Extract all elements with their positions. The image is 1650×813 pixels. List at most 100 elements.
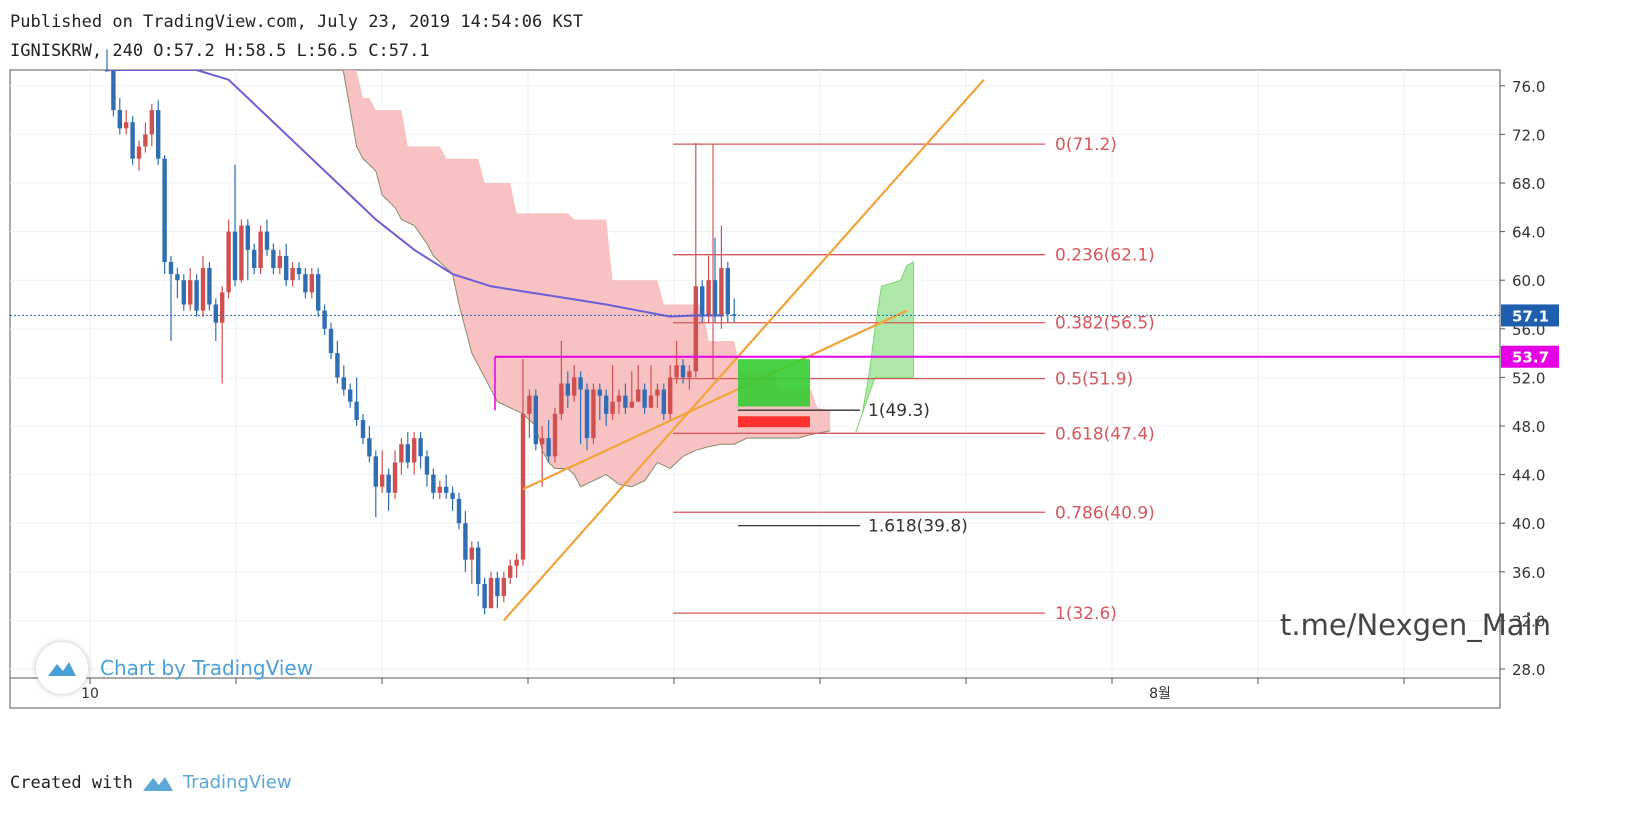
candle-body [412, 438, 417, 463]
candle-body [194, 280, 199, 311]
candle-body [680, 365, 686, 378]
y-tick-label: 60.0 [1512, 272, 1545, 290]
candle-body [450, 492, 455, 499]
y-tick-label: 64.0 [1512, 224, 1545, 242]
candle-body [693, 286, 698, 372]
candle-body [610, 401, 615, 414]
candle-body [168, 261, 174, 275]
y-tick-label: 40.0 [1512, 515, 1545, 533]
candle-body [181, 280, 186, 305]
watermark: t.me/Nexgen_Main [1280, 608, 1551, 642]
candle-body [706, 280, 711, 317]
extension-label: 1.618(39.8) [868, 517, 968, 537]
fib-level-label: 1(32.6) [1055, 604, 1117, 624]
y-tick-label: 44.0 [1512, 467, 1545, 485]
last-price-tag [1501, 304, 1559, 327]
trendlines [502, 78, 985, 622]
candle-body [482, 583, 487, 609]
candle-body [552, 413, 558, 457]
candle-body [245, 225, 250, 250]
candle-body [520, 413, 526, 560]
candle-body [117, 110, 122, 129]
cloud-area [342, 70, 831, 487]
footer: Created with TradingView [10, 772, 292, 793]
candle-body [514, 559, 519, 566]
candle-body [424, 456, 430, 475]
candle-body [399, 444, 404, 463]
candle-body [136, 146, 142, 159]
candle-body [623, 395, 628, 408]
y-tick-label: 68.0 [1512, 175, 1545, 193]
y-tick-label: 76.0 [1512, 78, 1545, 96]
fib-level-label: 0(71.2) [1055, 135, 1117, 155]
chart-by-badge[interactable]: Chart by TradingView [36, 642, 313, 694]
candle-body [258, 231, 263, 269]
axes: 28.032.036.040.044.048.052.056.060.064.0… [9, 70, 1559, 709]
candle-body [546, 438, 551, 457]
y-tick-label: 52.0 [1512, 369, 1545, 387]
candle-body [239, 225, 244, 281]
candle-body [456, 498, 462, 524]
candle-body [188, 280, 193, 305]
candle-body [316, 274, 321, 311]
x-tick-label: 8월 [1149, 686, 1171, 702]
candle-body [226, 231, 231, 293]
last-price-label: 57.1 [1512, 307, 1549, 325]
moving-average [107, 70, 722, 318]
candle-body [527, 395, 532, 414]
candle-body [476, 547, 481, 584]
candle-body [322, 310, 327, 329]
candle-body [335, 353, 340, 378]
level-tag-label: 53.7 [1512, 349, 1549, 367]
fib-level-label: 0.786(40.9) [1055, 503, 1155, 523]
candle-body [431, 474, 436, 493]
candle-body [296, 268, 302, 275]
candle-body [661, 389, 666, 414]
candle-body [648, 395, 654, 408]
fibonacci-retracement: 0(71.2) 0.236(62.1) 0.382(56.5) 0.5(51.9) 0.… [673, 135, 1155, 624]
candle-body [584, 389, 590, 439]
candle-body [392, 462, 398, 493]
candle-body [604, 395, 609, 414]
candle-body [162, 158, 167, 262]
fib-level-label: 0.618(47.4) [1055, 424, 1155, 444]
candle-body [572, 377, 577, 396]
candle-body [501, 577, 506, 597]
candle-body [348, 389, 353, 402]
trendline [502, 78, 985, 622]
candle-body [559, 383, 564, 414]
candle-body [380, 474, 385, 487]
candle-body [271, 249, 276, 269]
candle-body [284, 255, 289, 281]
fib-level-label: 0.236(62.1) [1055, 246, 1155, 266]
candle-body [469, 547, 474, 560]
red-target-box [738, 416, 810, 428]
candle-body [463, 523, 468, 560]
candle-body [674, 365, 679, 378]
candle-body [642, 389, 647, 408]
candle-body [597, 389, 602, 396]
candle-body [540, 438, 545, 445]
candle-body [143, 134, 148, 147]
fib-level-label: 0.5(51.9) [1055, 370, 1133, 390]
candle-body [175, 274, 180, 281]
candle-body [220, 292, 225, 323]
candle-body [303, 274, 308, 293]
candle-body [668, 377, 673, 414]
candle-body [725, 268, 730, 315]
x-tick-label: 10 [81, 686, 99, 702]
candle-body [156, 110, 161, 159]
candle-body [418, 438, 423, 457]
candle-body [354, 401, 359, 420]
candle-body [264, 231, 270, 250]
future-cloud [855, 261, 914, 433]
created-with-label: Created with [10, 772, 133, 793]
level-tag [1501, 345, 1559, 368]
tradingview-brand[interactable]: TradingView [182, 772, 292, 793]
candle-body [309, 274, 314, 293]
extension-label: 1(49.3) [868, 401, 930, 421]
candle-body [130, 122, 135, 159]
candle-body [252, 249, 257, 269]
candle-body [533, 395, 538, 445]
